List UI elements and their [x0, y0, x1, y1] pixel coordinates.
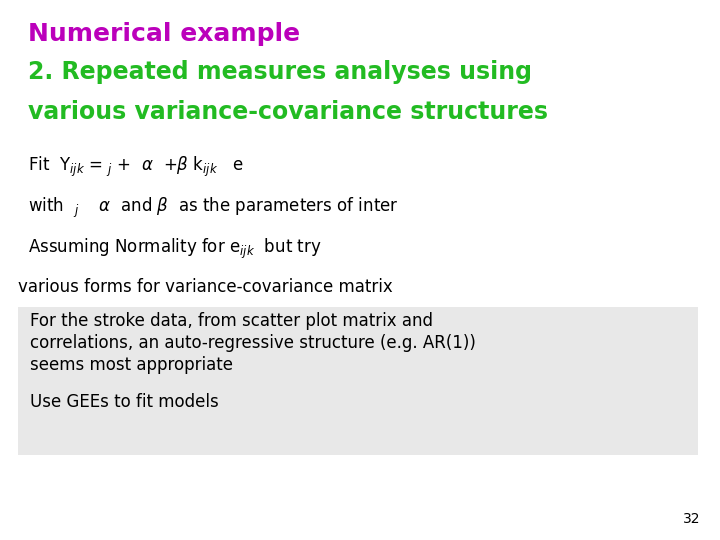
Text: For the stroke data, from scatter plot matrix and: For the stroke data, from scatter plot m… [30, 312, 433, 330]
Text: various variance-covariance structures: various variance-covariance structures [28, 100, 548, 124]
Text: with  $_{j}$    $\alpha$  and $\beta$  as the parameters of inter: with $_{j}$ $\alpha$ and $\beta$ as the … [28, 196, 399, 220]
Text: Fit  Y$_{ijk}$ = $_{j}$ +  $\alpha$  +$\beta$ k$_{ijk}$   e: Fit Y$_{ijk}$ = $_{j}$ + $\alpha$ +$\bet… [28, 155, 243, 179]
Text: various forms for variance-covariance matrix: various forms for variance-covariance ma… [18, 278, 392, 296]
Text: 32: 32 [683, 512, 700, 526]
Text: correlations, an auto-regressive structure (e.g. AR(1)): correlations, an auto-regressive structu… [30, 334, 476, 352]
Text: Assuming Normality for e$_{ijk}$  but try: Assuming Normality for e$_{ijk}$ but try [28, 237, 322, 261]
Text: Use GEEs to fit models: Use GEEs to fit models [30, 393, 219, 411]
Text: 2. Repeated measures analyses using: 2. Repeated measures analyses using [28, 60, 532, 84]
Text: seems most appropriate: seems most appropriate [30, 356, 233, 374]
Text: Numerical example: Numerical example [28, 22, 300, 46]
FancyBboxPatch shape [18, 307, 698, 455]
